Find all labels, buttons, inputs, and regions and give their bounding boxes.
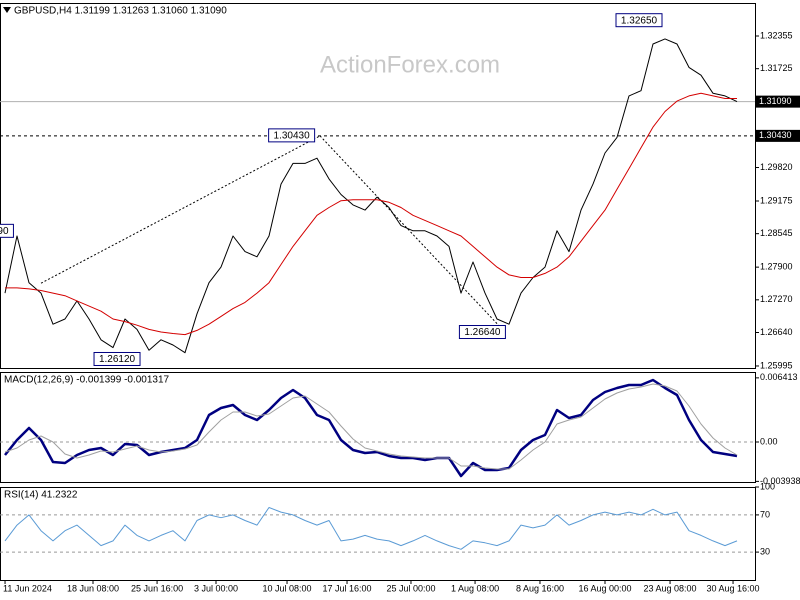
x-tick-label: 18 Jun 08:00	[67, 583, 119, 593]
annotation-label: 1.28590	[0, 226, 9, 237]
y-tick-label: 1.27270	[760, 294, 793, 304]
panel-title: MACD(12,26,9) -0.001399 -0.001317	[4, 375, 170, 386]
annotation-box	[615, 13, 663, 28]
trendline	[319, 135, 506, 333]
series-line	[4, 507, 738, 550]
y-tick-label: 1.29820	[760, 162, 793, 172]
y-tick-label: 1.25995	[760, 360, 793, 370]
series-line	[4, 38, 738, 354]
y-tick-label: 30	[760, 546, 770, 556]
y-tick-label: 0.00	[760, 436, 778, 446]
y-tick-label: 100	[760, 481, 775, 491]
x-tick-label: 25 Jul 00:00	[386, 583, 435, 593]
series-line	[4, 383, 738, 470]
y-tick-label: 1.27900	[760, 262, 793, 272]
trendline	[40, 135, 321, 284]
series-line	[4, 378, 738, 478]
x-tick-label: 1 Aug 08:00	[451, 583, 499, 593]
annotation-box	[268, 128, 316, 143]
y-tick-label: 1.26640	[760, 327, 793, 337]
panel-title: RSI(14) 41.2322	[4, 490, 78, 501]
x-tick-label: 11 Jun 2024	[3, 583, 52, 593]
y-tick-label: 70	[760, 509, 770, 519]
x-tick-label: 30 Aug 16:00	[707, 583, 760, 593]
annotation-box	[458, 325, 506, 340]
price-marker-box	[756, 129, 800, 142]
y-tick-label: 1.32355	[760, 30, 793, 40]
y-tick-label: 1.31725	[760, 63, 793, 73]
price-marker-label: 1.31090	[759, 96, 792, 106]
price-marker-label: 1.30430	[759, 130, 792, 140]
x-tick-label: 8 Aug 16:00	[516, 583, 564, 593]
panel-title: GBPUSD,H4 1.31199 1.31263 1.31060 1.3109…	[14, 6, 227, 17]
annotation-box	[0, 223, 14, 238]
annotation-label: 1.26640	[464, 327, 501, 338]
watermark: ActionForex.com	[320, 51, 500, 78]
x-tick-label: 25 Jun 16:00	[131, 583, 183, 593]
annotation-label: 1.26120	[99, 354, 136, 365]
x-tick-label: 23 Aug 08:00	[644, 583, 697, 593]
x-tick-label: 17 Jul 16:00	[322, 583, 371, 593]
y-tick-label: 1.28545	[760, 228, 793, 238]
x-tick-label: 3 Jul 00:00	[194, 583, 238, 593]
y-tick-label: 0.006413	[760, 372, 798, 382]
x-tick-label: 16 Aug 00:00	[578, 583, 631, 593]
annotation-label: 1.32650	[621, 15, 658, 26]
series-line	[5, 92, 737, 336]
symbol-icon	[3, 7, 11, 13]
annotation-label: 1.30430	[274, 131, 311, 142]
annotation-box	[93, 351, 141, 366]
y-tick-label: -0.003938	[760, 476, 800, 486]
panel-frame	[0, 487, 756, 581]
y-tick-label: 1.29175	[760, 195, 793, 205]
panel-frame	[0, 3, 756, 369]
panel-frame	[0, 372, 756, 483]
x-tick-label: 10 Jul 08:00	[263, 583, 312, 593]
price-marker-box	[756, 95, 800, 108]
